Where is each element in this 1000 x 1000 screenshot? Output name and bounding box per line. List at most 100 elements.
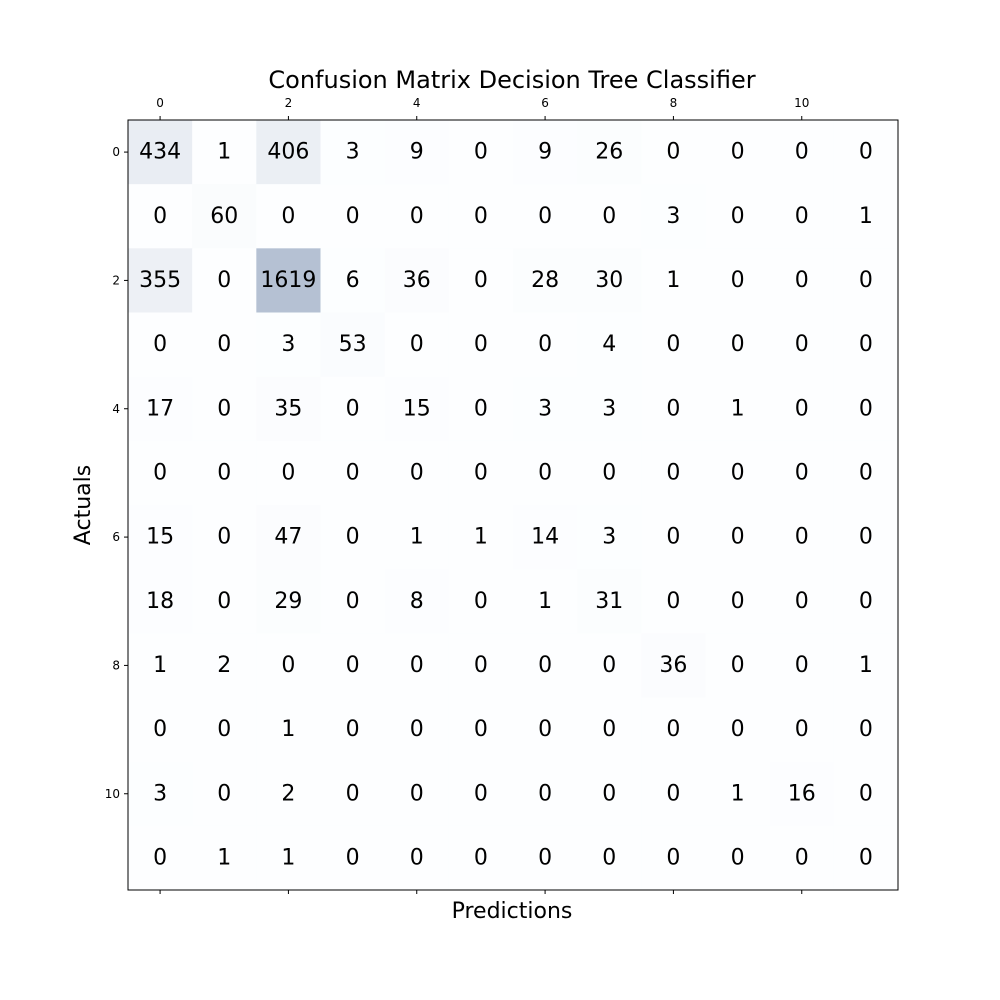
heatmap-cell xyxy=(320,248,386,313)
cell-value-label: 0 xyxy=(410,781,424,806)
cell-value-label: 0 xyxy=(795,268,809,293)
y-tick-label: 2 xyxy=(112,273,120,287)
heatmap-cell xyxy=(448,569,514,634)
heatmap-cell xyxy=(641,633,706,698)
heatmap-cell xyxy=(192,825,257,891)
cell-value-label: 0 xyxy=(859,460,873,485)
y-tick-label: 8 xyxy=(112,658,120,672)
cell-value-label: 15 xyxy=(146,525,174,550)
cell-value-label: 3 xyxy=(153,781,167,806)
heatmap-cell xyxy=(320,569,386,634)
heatmap-cell xyxy=(256,569,321,634)
heatmap-cell xyxy=(513,761,578,827)
cell-value-label: 1 xyxy=(731,396,745,421)
heatmap-cell xyxy=(320,825,386,891)
cell-value-label: 1 xyxy=(281,717,295,742)
cell-value-label: 0 xyxy=(474,717,488,742)
cell-value-label: 29 xyxy=(274,589,302,614)
cell-value-label: 0 xyxy=(859,332,873,357)
cell-value-label: 3 xyxy=(602,396,616,421)
cell-value-label: 0 xyxy=(859,845,873,870)
heatmap-cell xyxy=(320,376,386,442)
cell-value-label: 60 xyxy=(210,204,238,229)
heatmap-cell xyxy=(833,825,899,891)
cell-value-label: 0 xyxy=(795,589,809,614)
cell-value-label: 0 xyxy=(346,781,360,806)
heatmap-cell xyxy=(833,505,899,570)
x-tick-label: 8 xyxy=(670,96,678,110)
heatmap-cell xyxy=(833,120,899,185)
heatmap-cell xyxy=(705,440,771,506)
cell-value-label: 0 xyxy=(795,845,809,870)
heatmap-cell xyxy=(128,184,193,249)
heatmap-cell xyxy=(128,697,193,763)
cell-value-label: 0 xyxy=(346,653,360,678)
heatmap-cell xyxy=(705,505,771,570)
y-tick-label: 0 xyxy=(112,145,120,159)
cell-value-label: 16 xyxy=(788,781,816,806)
cell-value-label: 0 xyxy=(731,332,745,357)
heatmap-cell xyxy=(320,184,386,249)
cell-value-label: 0 xyxy=(410,845,424,870)
cell-value-label: 0 xyxy=(281,204,295,229)
cell-value-label: 0 xyxy=(153,460,167,485)
heatmap-cell xyxy=(577,633,642,698)
cell-value-label: 0 xyxy=(474,781,488,806)
cell-value-label: 14 xyxy=(531,525,559,550)
cell-value-label: 3 xyxy=(538,396,552,421)
heatmap-cell xyxy=(833,633,899,698)
cell-value-label: 1 xyxy=(410,525,424,550)
heatmap-cell xyxy=(769,248,835,313)
heatmap-cell xyxy=(513,569,578,634)
heatmap-cell xyxy=(513,184,578,249)
cell-value-label: 1 xyxy=(217,845,231,870)
cell-value-label: 4 xyxy=(602,332,616,357)
heatmap-cell xyxy=(577,248,642,313)
heatmap-cell xyxy=(256,825,321,891)
heatmap-cell xyxy=(192,569,257,634)
heatmap-cell xyxy=(769,633,835,698)
heatmap-cell xyxy=(448,825,514,891)
cell-value-label: 8 xyxy=(410,589,424,614)
cell-value-label: 18 xyxy=(146,589,174,614)
cell-value-label: 0 xyxy=(474,140,488,165)
heatmap-cell xyxy=(448,120,514,185)
cell-value-label: 1 xyxy=(731,781,745,806)
cell-value-label: 0 xyxy=(281,460,295,485)
cell-value-label: 0 xyxy=(602,717,616,742)
heatmap-cell xyxy=(641,312,706,378)
cell-value-label: 406 xyxy=(267,140,309,165)
heatmap-cell xyxy=(833,184,899,249)
cell-value-label: 0 xyxy=(602,653,616,678)
cell-value-label: 434 xyxy=(139,140,181,165)
cell-value-label: 0 xyxy=(795,653,809,678)
cell-value-label: 35 xyxy=(274,396,302,421)
cell-value-label: 6 xyxy=(346,268,360,293)
heatmap-cell xyxy=(705,184,771,249)
heatmap-cell xyxy=(448,312,514,378)
cell-value-label: 0 xyxy=(346,460,360,485)
heatmap-cell xyxy=(833,312,899,378)
cell-value-label: 0 xyxy=(602,781,616,806)
heatmap-cell xyxy=(448,761,514,827)
heatmap-cell xyxy=(384,761,450,827)
heatmap-cell xyxy=(769,312,835,378)
cell-value-label: 0 xyxy=(731,525,745,550)
heatmap-cell xyxy=(705,697,771,763)
cell-value-label: 1 xyxy=(281,845,295,870)
cell-value-label: 9 xyxy=(410,140,424,165)
cell-value-label: 0 xyxy=(538,460,552,485)
heatmap-cell xyxy=(192,697,257,763)
cell-value-label: 1 xyxy=(217,140,231,165)
cell-value-label: 0 xyxy=(859,589,873,614)
cell-value-label: 0 xyxy=(731,204,745,229)
cell-value-label: 30 xyxy=(595,268,623,293)
cell-value-label: 0 xyxy=(859,396,873,421)
cell-value-label: 47 xyxy=(274,525,302,550)
heatmap-cell xyxy=(192,248,257,313)
heatmap-cell xyxy=(192,376,257,442)
cell-value-label: 0 xyxy=(474,332,488,357)
cell-value-label: 0 xyxy=(731,717,745,742)
